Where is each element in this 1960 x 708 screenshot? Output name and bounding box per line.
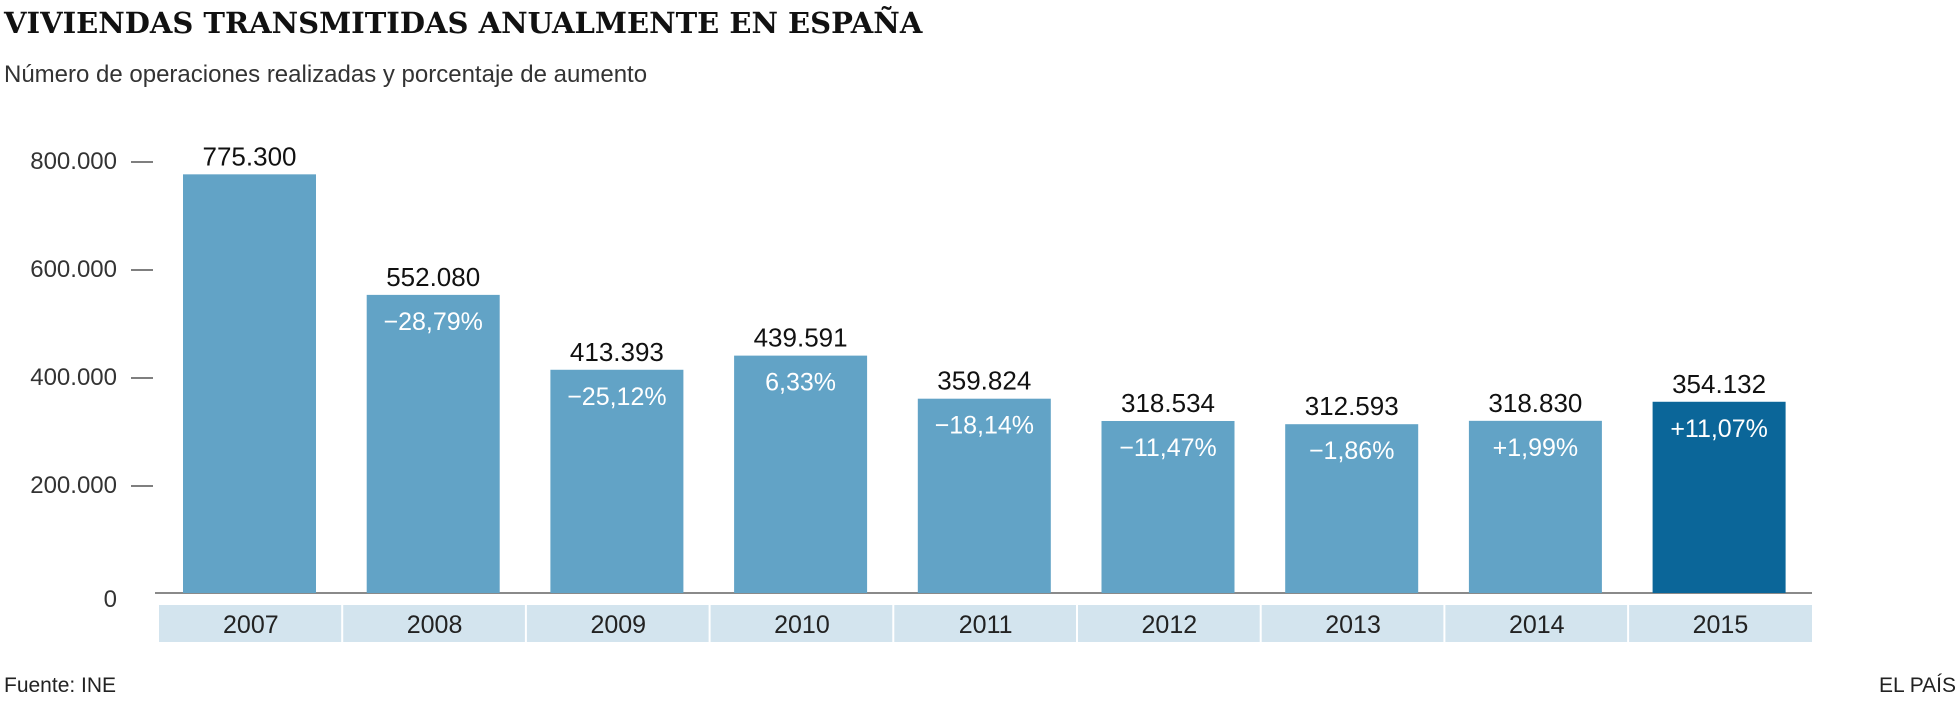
- y-tick-label: 0: [104, 586, 117, 613]
- bar-2015: [1652, 401, 1786, 593]
- pct-label: +1,99%: [1493, 434, 1579, 462]
- value-label: 318.830: [1488, 388, 1582, 418]
- pct-label: −1,86%: [1309, 437, 1395, 465]
- x-tick-label: 2013: [1325, 611, 1381, 639]
- value-label: 775.300: [203, 141, 297, 171]
- pct-label: +11,07%: [1670, 415, 1768, 443]
- value-label: 413.393: [570, 337, 664, 367]
- y-tick-label: 400.000: [30, 364, 117, 391]
- source-note: Fuente: INE: [4, 674, 116, 697]
- pct-label: −25,12%: [567, 383, 666, 411]
- pct-label: −11,47%: [1119, 434, 1217, 462]
- bar-2013: [1285, 424, 1419, 593]
- chart-title: VIVIENDAS TRANSMITIDAS ANUALMENTE EN ESP…: [3, 5, 923, 40]
- x-tick-label: 2007: [223, 611, 279, 639]
- x-tick-label: 2015: [1693, 611, 1749, 639]
- x-tick-label: 2011: [959, 611, 1013, 639]
- x-tick-label: 2010: [774, 611, 830, 639]
- value-label: 354.132: [1672, 369, 1766, 399]
- x-tick-label: 2012: [1142, 611, 1198, 639]
- y-tick-label: 200.000: [30, 472, 117, 499]
- pct-label: 6,33%: [765, 369, 836, 397]
- brand-label: EL PAÍS: [1879, 674, 1956, 697]
- value-label: 439.591: [754, 323, 848, 353]
- bar-2007: [183, 174, 316, 593]
- value-label: 552.080: [386, 262, 480, 292]
- chart-subtitle: Número de operaciones realizadas y porce…: [4, 61, 647, 88]
- bar-2014: [1468, 420, 1602, 593]
- value-label: 359.824: [937, 366, 1031, 396]
- pct-label: −28,79%: [384, 308, 483, 336]
- value-label: 318.534: [1121, 388, 1215, 418]
- x-tick-label: 2009: [590, 611, 646, 639]
- y-tick-label: 600.000: [30, 256, 117, 283]
- year-band: [159, 605, 1812, 642]
- bar-2008: [366, 294, 500, 593]
- pct-label: −18,14%: [935, 412, 1034, 440]
- bar-2011: [917, 398, 1051, 593]
- bar-2009: [550, 369, 684, 593]
- bar-2010: [734, 355, 868, 593]
- y-tick-label: 800.000: [30, 148, 117, 175]
- bar-2012: [1101, 420, 1235, 593]
- value-label: 312.593: [1305, 391, 1399, 421]
- x-tick-label: 2014: [1509, 611, 1565, 639]
- x-tick-label: 2008: [407, 611, 463, 639]
